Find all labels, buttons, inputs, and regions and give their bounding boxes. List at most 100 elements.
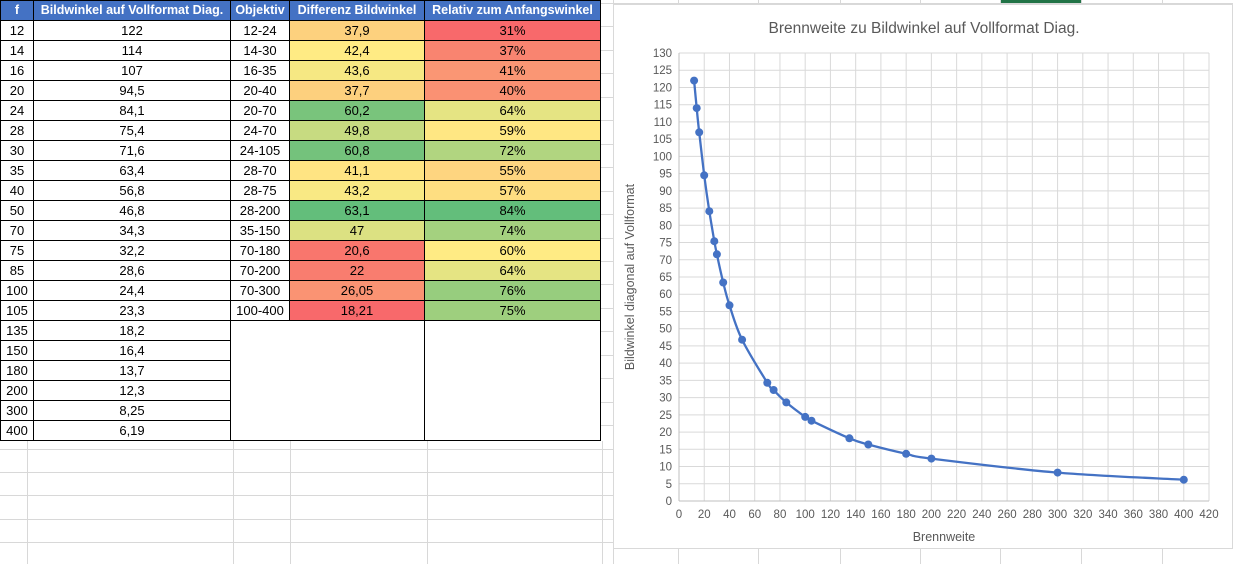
- cell-f[interactable]: 14: [0, 40, 34, 61]
- cell-bildwinkel[interactable]: 28,6: [33, 260, 231, 281]
- column-header-relativ[interactable]: Relativ zum Anfangswinkel: [424, 0, 601, 21]
- cell-bildwinkel[interactable]: 34,3: [33, 220, 231, 241]
- cell-differenz[interactable]: 60,2: [289, 100, 425, 121]
- cell-objektiv[interactable]: 35-150: [230, 220, 290, 241]
- cell-f[interactable]: 135: [0, 320, 34, 341]
- cell-bildwinkel[interactable]: 56,8: [33, 180, 231, 201]
- column-header-differenz[interactable]: Differenz Bildwinkel: [289, 0, 425, 21]
- cell-objektiv[interactable]: 28-70: [230, 160, 290, 181]
- cell-f[interactable]: 12: [0, 20, 34, 41]
- cell-bildwinkel[interactable]: 18,2: [33, 320, 231, 341]
- cell-f[interactable]: 150: [0, 340, 34, 361]
- cell-f[interactable]: 180: [0, 360, 34, 381]
- cell-f[interactable]: 400: [0, 420, 34, 441]
- cell-objektiv[interactable]: 28-200: [230, 200, 290, 221]
- cell-bildwinkel[interactable]: 13,7: [33, 360, 231, 381]
- cell-bildwinkel[interactable]: 8,25: [33, 400, 231, 421]
- cell-differenz[interactable]: 42,4: [289, 40, 425, 61]
- cell-relativ[interactable]: 57%: [424, 180, 601, 201]
- cell-objektiv[interactable]: 16-35: [230, 60, 290, 81]
- cell-objektiv[interactable]: 20-40: [230, 80, 290, 101]
- empty-cell-region[interactable]: [424, 320, 601, 441]
- cell-f[interactable]: 50: [0, 200, 34, 221]
- cell-objektiv[interactable]: 28-75: [230, 180, 290, 201]
- cell-objektiv[interactable]: 24-105: [230, 140, 290, 161]
- y-tick-label: 25: [659, 410, 672, 422]
- cell-objektiv[interactable]: 100-400: [230, 300, 290, 321]
- cell-relativ[interactable]: 37%: [424, 40, 601, 61]
- table-row: 70 34,3 35-150 47 74%: [0, 220, 601, 241]
- cell-differenz[interactable]: 26,05: [289, 280, 425, 301]
- cell-differenz[interactable]: 37,9: [289, 20, 425, 41]
- cell-f[interactable]: 24: [0, 100, 34, 121]
- cell-relativ[interactable]: 64%: [424, 100, 601, 121]
- cell-relativ[interactable]: 74%: [424, 220, 601, 241]
- cell-differenz[interactable]: 22: [289, 260, 425, 281]
- cell-f[interactable]: 100: [0, 280, 34, 301]
- cell-objektiv[interactable]: 24-70: [230, 120, 290, 141]
- column-header-bildwinkel[interactable]: Bildwinkel auf Vollformat Diag.: [33, 0, 231, 21]
- cell-differenz[interactable]: 18,21: [289, 300, 425, 321]
- cell-relativ[interactable]: 41%: [424, 60, 601, 81]
- cell-differenz[interactable]: 60,8: [289, 140, 425, 161]
- column-header-objektiv[interactable]: Objektiv: [230, 0, 290, 21]
- cell-f[interactable]: 300: [0, 400, 34, 421]
- data-point: [690, 76, 699, 85]
- cell-relativ[interactable]: 59%: [424, 120, 601, 141]
- cell-f[interactable]: 40: [0, 180, 34, 201]
- cell-bildwinkel[interactable]: 122: [33, 20, 231, 41]
- column-header-f[interactable]: f: [0, 0, 34, 21]
- cell-differenz[interactable]: 49,8: [289, 120, 425, 141]
- cell-differenz[interactable]: 43,2: [289, 180, 425, 201]
- cell-f[interactable]: 70: [0, 220, 34, 241]
- cell-objektiv[interactable]: 20-70: [230, 100, 290, 121]
- chart[interactable]: 0 20 40 60 80 100 120 140 160 180 200 220 240 260 280 3…: [613, 4, 1233, 549]
- cell-f[interactable]: 30: [0, 140, 34, 161]
- cell-relativ[interactable]: 40%: [424, 80, 601, 101]
- empty-cell-region[interactable]: [230, 320, 425, 441]
- cell-objektiv[interactable]: 14-30: [230, 40, 290, 61]
- cell-objektiv[interactable]: 70-300: [230, 280, 290, 301]
- cell-differenz[interactable]: 37,7: [289, 80, 425, 101]
- cell-differenz[interactable]: 41,1: [289, 160, 425, 181]
- cell-relativ[interactable]: 55%: [424, 160, 601, 181]
- cell-differenz[interactable]: 63,1: [289, 200, 425, 221]
- cell-bildwinkel[interactable]: 32,2: [33, 240, 231, 261]
- cell-relativ[interactable]: 84%: [424, 200, 601, 221]
- cell-bildwinkel[interactable]: 75,4: [33, 120, 231, 141]
- cell-objektiv[interactable]: 12-24: [230, 20, 290, 41]
- cell-f[interactable]: 35: [0, 160, 34, 181]
- cell-differenz[interactable]: 47: [289, 220, 425, 241]
- cell-relativ[interactable]: 76%: [424, 280, 601, 301]
- cell-relativ[interactable]: 31%: [424, 20, 601, 41]
- cell-bildwinkel[interactable]: 6,19: [33, 420, 231, 441]
- cell-relativ[interactable]: 60%: [424, 240, 601, 261]
- cell-bildwinkel[interactable]: 63,4: [33, 160, 231, 181]
- cell-f[interactable]: 16: [0, 60, 34, 81]
- cell-f[interactable]: 28: [0, 120, 34, 141]
- cell-bildwinkel[interactable]: 23,3: [33, 300, 231, 321]
- cell-bildwinkel[interactable]: 94,5: [33, 80, 231, 101]
- cell-f[interactable]: 200: [0, 380, 34, 401]
- cell-relativ[interactable]: 75%: [424, 300, 601, 321]
- cell-bildwinkel[interactable]: 16,4: [33, 340, 231, 361]
- cell-objektiv[interactable]: 70-200: [230, 260, 290, 281]
- cell-f[interactable]: 105: [0, 300, 34, 321]
- cell-bildwinkel[interactable]: 24,4: [33, 280, 231, 301]
- cell-relativ[interactable]: 72%: [424, 140, 601, 161]
- y-tick-label: 5: [666, 479, 672, 491]
- cell-differenz[interactable]: 20,6: [289, 240, 425, 261]
- cell-bildwinkel[interactable]: 107: [33, 60, 231, 81]
- cell-differenz[interactable]: 43,6: [289, 60, 425, 81]
- cell-bildwinkel[interactable]: 84,1: [33, 100, 231, 121]
- cell-relativ[interactable]: 64%: [424, 260, 601, 281]
- cell-bildwinkel[interactable]: 71,6: [33, 140, 231, 161]
- cell-bildwinkel[interactable]: 46,8: [33, 200, 231, 221]
- cell-bildwinkel[interactable]: 12,3: [33, 380, 231, 401]
- cell-f[interactable]: 20: [0, 80, 34, 101]
- cell-objektiv[interactable]: 70-180: [230, 240, 290, 261]
- cell-bildwinkel[interactable]: 114: [33, 40, 231, 61]
- cell-f[interactable]: 85: [0, 260, 34, 281]
- cell-f[interactable]: 75: [0, 240, 34, 261]
